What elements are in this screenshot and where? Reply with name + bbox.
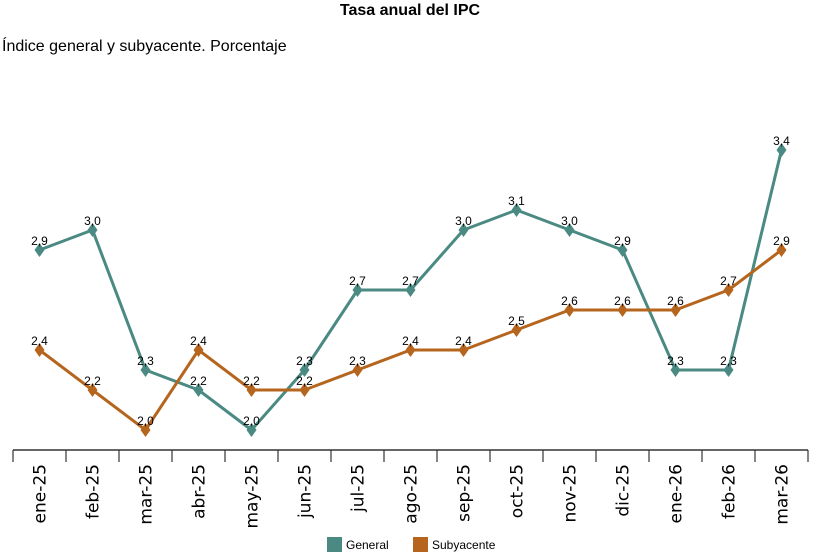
- x-tick-label: nov-25: [561, 464, 581, 523]
- data-label-general: 2,3: [296, 354, 313, 368]
- chart-subtitle: Índice general y subyacente. Porcentaje: [2, 38, 287, 55]
- data-label-general: 3,0: [455, 214, 472, 228]
- data-point-general: [193, 383, 204, 397]
- data-point-subyacente: [34, 343, 45, 357]
- data-label-general: 3,1: [508, 194, 525, 208]
- legend: General Subyacente: [0, 537, 820, 555]
- data-label-general: 2,7: [402, 274, 419, 288]
- data-label-general: 2,3: [720, 354, 737, 368]
- data-point-subyacente: [193, 343, 204, 357]
- line-chart: ene-25 feb-25 mar-25 abr-25 may-25 jun-25 jul-…: [12, 134, 809, 529]
- x-tick-label: sep-25: [455, 464, 475, 522]
- data-point-general: [617, 243, 628, 257]
- x-tick-label: feb-26: [720, 464, 740, 519]
- data-point-general: [776, 143, 787, 157]
- data-label-subyacente: 2,4: [190, 334, 207, 348]
- data-label-general: 2,7: [349, 274, 366, 288]
- data-point-general: [87, 223, 98, 237]
- data-label-subyacente: 2,5: [508, 314, 525, 328]
- data-label-subyacente: 2,7: [720, 274, 737, 288]
- data-label-subyacente: 2,6: [561, 294, 578, 308]
- data-point-general: [511, 203, 522, 217]
- data-point-general: [670, 363, 681, 377]
- data-label-subyacente: 2,4: [455, 334, 472, 348]
- x-tick-label: feb-25: [84, 464, 104, 519]
- data-point-general: [723, 363, 734, 377]
- data-point-subyacente: [87, 383, 98, 397]
- legend-label-subyacente: Subyacente: [432, 537, 496, 552]
- data-label-general: 3,4: [773, 134, 790, 148]
- x-tick-label: abr-25: [190, 464, 210, 519]
- data-point-general: [299, 363, 310, 377]
- data-point-subyacente: [405, 343, 416, 357]
- data-point-subyacente: [246, 383, 257, 397]
- x-tick-label: ene-26: [667, 464, 687, 523]
- data-label-general: 2,3: [137, 354, 154, 368]
- legend-swatch-general: [327, 537, 342, 552]
- data-point-subyacente: [776, 243, 787, 257]
- data-point-general: [352, 283, 363, 297]
- data-point-general: [34, 243, 45, 257]
- data-point-general: [140, 363, 151, 377]
- x-tick-label: may-25: [243, 464, 263, 529]
- data-label-general: 2,0: [243, 414, 260, 428]
- data-label-subyacente: 2,6: [614, 294, 631, 308]
- data-label-subyacente: 2,3: [349, 354, 366, 368]
- data-point-general: [405, 283, 416, 297]
- data-label-subyacente: 2,2: [243, 374, 260, 388]
- data-point-subyacente: [140, 423, 151, 437]
- data-point-subyacente: [723, 283, 734, 297]
- data-label-general: 2,9: [31, 234, 48, 248]
- x-tick-label: mar-25: [137, 464, 157, 525]
- data-label-general: 2,9: [614, 234, 631, 248]
- data-label-general: 3,0: [561, 214, 578, 228]
- data-point-general: [246, 423, 257, 437]
- legend-item-subyacente: Subyacente: [413, 537, 495, 552]
- x-tick-label: jun-25: [296, 464, 316, 519]
- data-point-subyacente: [352, 363, 363, 377]
- data-label-subyacente: 2,4: [402, 334, 419, 348]
- x-tick-label: oct-25: [508, 464, 528, 518]
- data-point-subyacente: [564, 303, 575, 317]
- data-point-general: [564, 223, 575, 237]
- x-tick-label: ene-25: [31, 464, 51, 523]
- x-tick-label: ago-25: [402, 464, 422, 524]
- data-point-subyacente: [670, 303, 681, 317]
- data-label-general: 3,0: [84, 214, 101, 228]
- data-point-subyacente: [511, 323, 522, 337]
- data-label-subyacente: 2,2: [84, 374, 101, 388]
- data-point-subyacente: [299, 383, 310, 397]
- legend-item-general: General: [327, 537, 389, 552]
- data-label-general: 2,2: [190, 374, 207, 388]
- data-label-subyacente: 2,0: [137, 414, 154, 428]
- x-tick-label: jul-25: [349, 464, 369, 513]
- data-label-subyacente: 2,2: [296, 374, 313, 388]
- data-point-subyacente: [458, 343, 469, 357]
- x-tick-label: dic-25: [614, 464, 634, 517]
- legend-label-general: General: [346, 537, 389, 552]
- data-label-subyacente: 2,9: [773, 234, 790, 248]
- data-label-subyacente: 2,4: [31, 334, 48, 348]
- data-point-general: [458, 223, 469, 237]
- legend-swatch-subyacente: [413, 537, 428, 552]
- data-label-general: 2,3: [667, 354, 684, 368]
- data-point-subyacente: [617, 303, 628, 317]
- data-label-subyacente: 2,6: [667, 294, 684, 308]
- chart-title: Tasa anual del IPC: [339, 2, 481, 19]
- x-tick-label: mar-26: [773, 464, 793, 525]
